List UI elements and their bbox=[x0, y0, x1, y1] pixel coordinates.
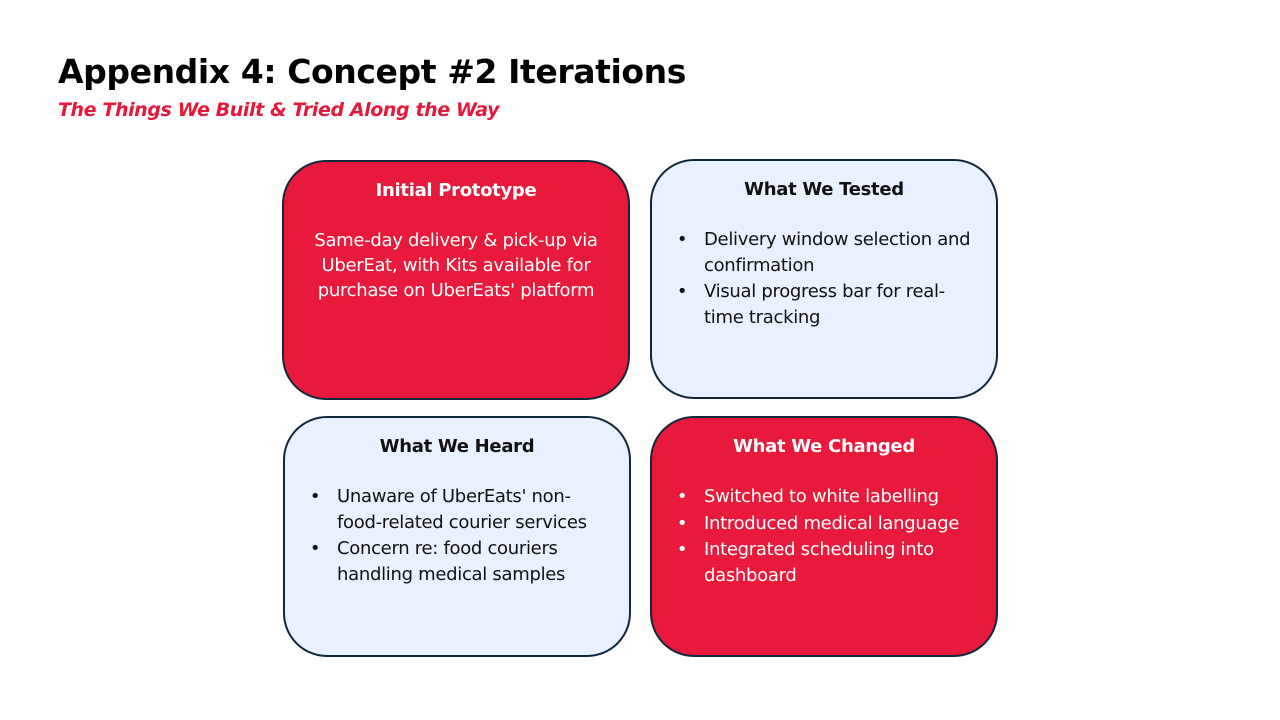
bullet-item: • Unaware of UberEats' non-food-related … bbox=[305, 484, 609, 535]
bullet-list-what-we-heard: • Unaware of UberEats' non-food-related … bbox=[305, 484, 609, 587]
bullet-item: • Delivery window selection and confirma… bbox=[672, 227, 976, 278]
card-what-we-tested: What We Tested • Delivery window selecti… bbox=[650, 159, 998, 399]
bullet-icon: • bbox=[676, 486, 688, 507]
card-title-what-we-heard: What We Heard bbox=[379, 436, 535, 457]
slide-title: Appendix 4: Concept #2 Iterations bbox=[58, 52, 686, 91]
bullet-text: Concern re: food couriers handling medic… bbox=[337, 538, 566, 585]
bullet-list-what-we-changed: • Switched to white labelling • Introduc… bbox=[672, 484, 976, 588]
card-initial-prototype: Initial Prototype Same-day delivery & pi… bbox=[282, 160, 630, 400]
card-title-what-we-tested: What We Tested bbox=[744, 179, 904, 200]
bullet-text: Delivery window selection and confirmati… bbox=[704, 229, 971, 276]
card-text-initial-prototype: Same-day delivery & pick-up via UberEat,… bbox=[314, 230, 598, 301]
slide-subtitle: The Things We Built & Tried Along the Wa… bbox=[58, 99, 500, 121]
bullet-icon: • bbox=[676, 512, 688, 534]
bullet-text: Unaware of UberEats' non-food-related co… bbox=[337, 486, 587, 533]
bullet-text: Switched to white labelling bbox=[704, 486, 939, 507]
bullet-icon: • bbox=[309, 486, 321, 507]
bullet-item: • Concern re: food couriers handling med… bbox=[305, 536, 609, 587]
bullet-list-what-we-tested: • Delivery window selection and confirma… bbox=[672, 227, 976, 330]
card-what-we-changed: What We Changed • Switched to white labe… bbox=[650, 416, 998, 657]
bullet-text: Visual progress bar for real-time tracki… bbox=[704, 281, 945, 328]
bullet-text: Introduced medical language bbox=[704, 512, 960, 534]
bullet-icon: • bbox=[309, 538, 321, 559]
bullet-item: • Switched to white labelling bbox=[672, 484, 976, 510]
bullet-item: • Introduced medical language bbox=[672, 511, 976, 537]
bullet-icon: • bbox=[676, 539, 688, 560]
bullet-item: • Integrated scheduling into dashboard bbox=[672, 537, 976, 588]
bullet-item: • Visual progress bar for real-time trac… bbox=[672, 279, 976, 330]
card-title-what-we-changed: What We Changed bbox=[733, 436, 915, 457]
card-title-initial-prototype: Initial Prototype bbox=[375, 180, 537, 201]
bullet-icon: • bbox=[676, 281, 688, 302]
card-what-we-heard: What We Heard • Unaware of UberEats' non… bbox=[283, 416, 631, 657]
bullet-text: Integrated scheduling into dashboard bbox=[704, 539, 934, 586]
bullet-icon: • bbox=[676, 229, 688, 250]
